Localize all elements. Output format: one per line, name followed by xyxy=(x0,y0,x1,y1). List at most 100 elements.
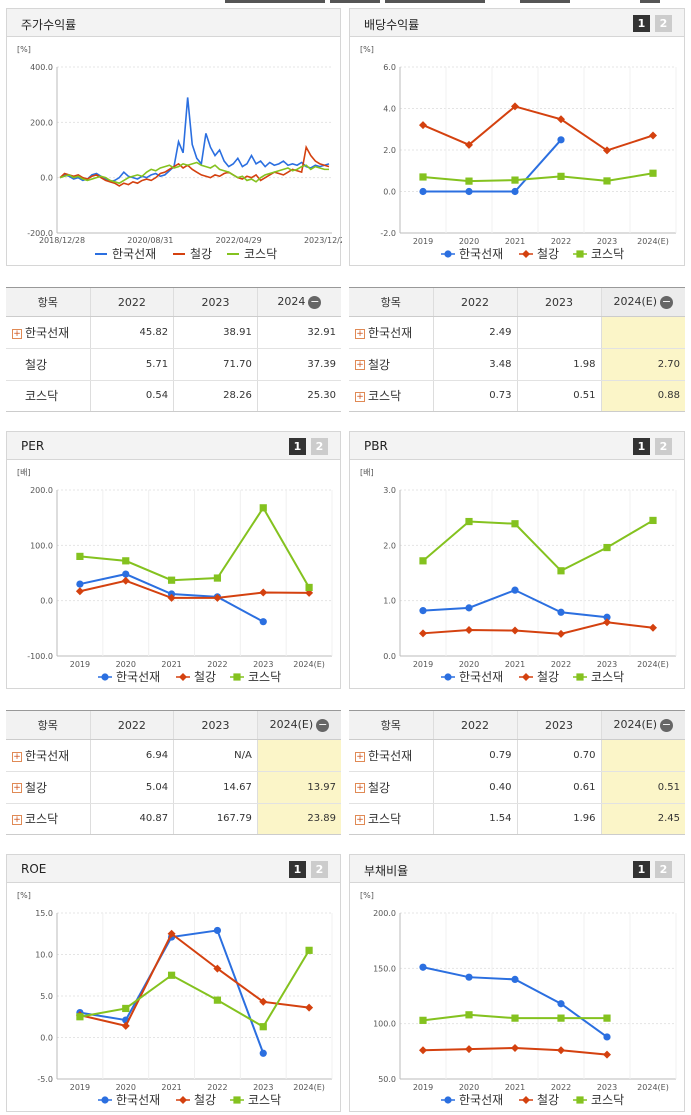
collapse-icon[interactable]: − xyxy=(316,717,330,732)
top-tab-4[interactable] xyxy=(520,0,570,3)
x-tick-label: 2020 xyxy=(116,1083,136,1092)
table-cell: 0.54 xyxy=(89,380,174,411)
y-tick-label: 0.0 xyxy=(40,1034,53,1043)
table-row: + 철강 0.40 0.61 0.51 xyxy=(349,771,685,804)
data-point-kosdaq xyxy=(305,583,313,592)
series-line-hk xyxy=(59,97,330,183)
legend-label: 코스닥 xyxy=(591,670,624,684)
top-tab-1[interactable] xyxy=(225,0,325,3)
legend-label: 철강 xyxy=(190,247,212,261)
column-header-label: 2022 xyxy=(461,718,489,732)
y-tick-label: 1.0 xyxy=(383,597,396,606)
data-point-kosdaq xyxy=(511,1014,519,1022)
column-header: 2023 xyxy=(516,711,601,741)
top-tab-3[interactable] xyxy=(385,0,485,3)
per-table: 항목 2022 2023 2024(E) − + 한국선재 6.94 N/A + 철강 5.04 14.… xyxy=(6,710,341,835)
data-point-hk xyxy=(259,1049,267,1057)
y-tick-label: 200.0 xyxy=(30,486,53,495)
view-2-button[interactable]: 2 xyxy=(311,438,328,455)
data-point-kosdaq xyxy=(122,1004,130,1013)
y-tick-label: 0.0 xyxy=(383,188,396,197)
panel-title: PER xyxy=(21,439,45,453)
expand-plus-icon[interactable]: + xyxy=(12,751,22,762)
data-point-hk xyxy=(603,1033,611,1041)
column-header-label: 항목 xyxy=(37,719,58,733)
table-row: 코스닥 0.54 28.26 25.30 xyxy=(6,380,341,411)
collapse-icon[interactable]: − xyxy=(308,294,322,309)
table-cell: 37.39 xyxy=(256,348,341,381)
top-tab-5[interactable] xyxy=(640,0,660,3)
data-point-kosdaq xyxy=(259,504,267,512)
data-point-hk xyxy=(465,604,473,612)
view-1-button[interactable]: 1 xyxy=(633,15,650,32)
table-cell xyxy=(516,316,601,350)
y-tick-label: 150.0 xyxy=(373,964,396,973)
x-tick-label: 2019 xyxy=(70,660,90,669)
pbr-chart: [배] 3.0 2.0 1.0 0.0 2019 2020 2021 2022 2023 2024(… xyxy=(360,468,677,684)
x-tick-label: 2022 xyxy=(551,660,571,669)
view-2-button[interactable]: 2 xyxy=(655,15,672,32)
series-line-kosdaq xyxy=(422,519,654,573)
expand-plus-icon[interactable]: + xyxy=(12,783,22,794)
expand-plus-icon[interactable]: + xyxy=(355,328,365,339)
legend-label: 철강 xyxy=(537,670,559,684)
data-point-kosdaq xyxy=(603,1014,611,1022)
x-tick-label: 2023 xyxy=(597,660,617,669)
expand-plus-icon[interactable]: + xyxy=(12,328,22,339)
data-point-hk xyxy=(511,975,519,983)
y-tick-label: -5.0 xyxy=(37,1075,53,1084)
view-1-button[interactable]: 1 xyxy=(289,861,306,878)
collapse-icon[interactable]: − xyxy=(660,294,674,309)
expand-plus-icon[interactable]: + xyxy=(12,814,22,825)
column-header: 2022 xyxy=(89,711,174,741)
view-2-button[interactable]: 2 xyxy=(655,438,672,455)
series-line-hk xyxy=(79,929,265,1054)
legend-marker xyxy=(233,1096,241,1104)
expand-plus-icon[interactable]: + xyxy=(355,814,365,825)
data-point-kosdaq xyxy=(649,516,657,525)
x-tick-label: 2022/04/29 xyxy=(216,236,262,245)
y-tick-label: 200.0 xyxy=(30,118,53,127)
data-point-hk xyxy=(419,607,427,615)
row-label-text: 한국선재 xyxy=(368,749,413,764)
row-label-text: 코스닥 xyxy=(25,389,59,404)
table-row: + 코스닥 0.73 0.51 0.88 xyxy=(349,380,685,411)
view-1-button[interactable]: 1 xyxy=(289,438,306,455)
data-point-hk xyxy=(213,926,222,935)
y-tick-label: 10.0 xyxy=(35,951,53,960)
view-1-button[interactable]: 1 xyxy=(633,861,650,878)
data-point-hk xyxy=(557,136,565,144)
row-label: + 코스닥 xyxy=(349,803,433,834)
data-point-steel xyxy=(167,929,176,938)
column-header-label: 2024(E) xyxy=(269,718,314,732)
panel-title: 주가수익률 xyxy=(21,18,77,32)
expand-plus-icon[interactable]: + xyxy=(355,783,365,794)
view-1-button[interactable]: 1 xyxy=(633,438,650,455)
series-line-steel xyxy=(79,932,310,1028)
expand-plus-icon[interactable]: + xyxy=(355,751,365,762)
table-cell: 13.97 xyxy=(256,771,341,804)
top-tab-2[interactable] xyxy=(330,0,380,3)
x-tick-label: 2023 xyxy=(253,1083,273,1092)
legend-marker xyxy=(444,250,452,258)
expand-plus-icon[interactable]: + xyxy=(355,391,365,402)
legend-label: 한국선재 xyxy=(116,670,160,684)
unit-label: [%] xyxy=(360,891,374,900)
data-point-hk xyxy=(76,580,84,588)
legend-marker xyxy=(101,1096,109,1104)
table-cell: 28.26 xyxy=(173,380,258,411)
row-label: + 철강 xyxy=(6,771,90,804)
y-tick-label: 400.0 xyxy=(30,63,53,72)
row-label: + 철강 xyxy=(349,348,433,381)
collapse-icon[interactable]: − xyxy=(660,717,674,732)
y-tick-label: -2.0 xyxy=(380,229,396,238)
view-2-button[interactable]: 2 xyxy=(311,861,328,878)
expand-plus-icon[interactable]: + xyxy=(355,360,365,371)
view-2-button[interactable]: 2 xyxy=(655,861,672,878)
column-header: 항목 xyxy=(6,288,90,318)
x-tick-label: 2024(E) xyxy=(637,660,669,669)
row-label: + 한국선재 xyxy=(349,739,433,773)
row-label-text: 코스닥 xyxy=(368,812,402,827)
